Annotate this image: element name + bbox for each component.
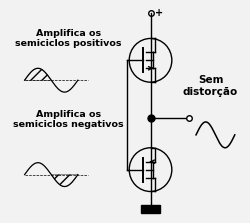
Text: +: + xyxy=(155,8,164,18)
Text: Amplifica os
semiciclos negativos: Amplifica os semiciclos negativos xyxy=(13,110,124,129)
Text: Sem
distorção: Sem distorção xyxy=(183,75,238,97)
Text: Amplifica os
semiciclos positivos: Amplifica os semiciclos positivos xyxy=(15,29,122,48)
Bar xyxy=(141,205,160,213)
